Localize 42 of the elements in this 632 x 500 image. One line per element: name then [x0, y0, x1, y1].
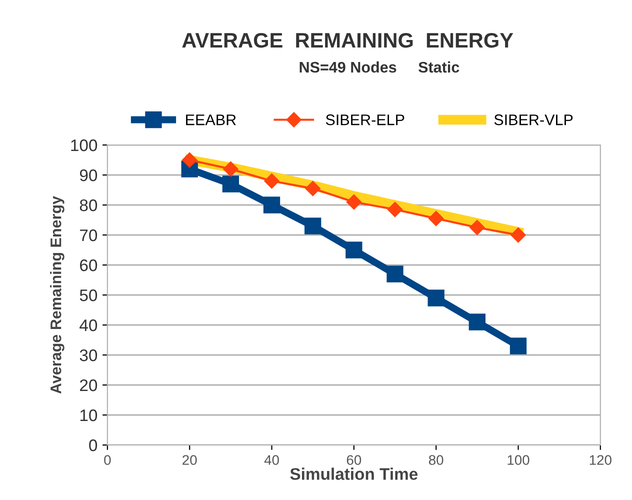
y-tick-label: 40: [80, 319, 98, 332]
legend-label: SIBER-ELP: [326, 114, 404, 126]
point: [470, 220, 485, 236]
y-tick-label: 80: [80, 199, 98, 212]
x-tick-label: 0: [104, 455, 111, 465]
chart-subtitle: NS=49 Nodes Static: [300, 61, 460, 73]
y-tick-label: 10: [80, 409, 98, 422]
point: [387, 202, 403, 218]
legend-label: EEABR: [186, 114, 236, 126]
point: [428, 290, 444, 306]
y-tick-label: 70: [80, 229, 98, 242]
point: [346, 194, 362, 210]
y-tick-label: 0: [89, 439, 98, 452]
x-tick-label: 40: [264, 455, 279, 465]
x-tick-label: 60: [346, 455, 362, 465]
point: [468, 314, 486, 330]
point: [305, 180, 320, 196]
point: [264, 173, 280, 189]
point: [346, 242, 362, 258]
x-axis-title: Simulation Time: [290, 468, 418, 480]
point: [182, 152, 198, 168]
point: [223, 161, 238, 177]
point: [428, 210, 444, 226]
point: [510, 227, 526, 243]
legend-label: SIBER-VLP: [494, 114, 573, 126]
x-tick-label: 120: [590, 455, 612, 465]
x-tick-label: 80: [428, 455, 444, 465]
y-axis-title: Average Remaining Energy: [50, 196, 64, 394]
y-tick-label: 30: [80, 349, 98, 362]
point: [304, 218, 322, 234]
point: [263, 196, 280, 214]
y-tick-label: 100: [71, 139, 98, 152]
point: [386, 266, 404, 282]
y-tick-label: 20: [80, 379, 98, 392]
chart-title: AVERAGE REMAINING ENERGY: [182, 32, 514, 48]
y-tick-label: 60: [80, 259, 98, 272]
x-tick-label: 20: [182, 455, 197, 465]
y-tick-label: 90: [80, 169, 98, 182]
x-tick-label: 100: [508, 455, 530, 465]
point: [222, 176, 240, 192]
y-tick-label: 50: [80, 289, 98, 302]
point: [510, 338, 527, 354]
